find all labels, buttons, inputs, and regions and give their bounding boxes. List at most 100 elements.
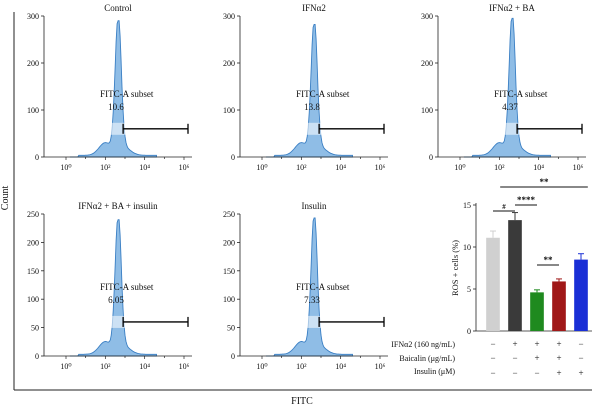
histogram-title: IFNα2 + BA + insulin [78, 201, 158, 211]
significance-label: ** [544, 255, 554, 265]
y-tick-label: 200 [421, 59, 433, 68]
histogram-panel-1: Control FITC-A subset 10.6 0 100 200 300 10⁰ 10²… [27, 3, 192, 172]
histogram-panel-2: IFNα2 FITC-A subset 13.8 0 100 200 300 10⁰ 10² 10… [223, 3, 388, 172]
histogram-title: IFNα2 [302, 3, 326, 13]
x-tick-label: 10⁴ [335, 362, 346, 371]
treatment-sign: − [490, 339, 495, 349]
x-tick-label: 10² [100, 362, 111, 371]
treatment-sign: + [534, 339, 539, 349]
y-tick-label: 100 [223, 295, 235, 304]
treatment-sign: − [534, 368, 539, 378]
y-tick-label: 100 [27, 295, 39, 304]
histogram-title: Insulin [301, 201, 327, 211]
gate-value: 6.05 [108, 295, 124, 305]
significance-label: **** [517, 195, 536, 205]
treatment-sign: − [512, 368, 517, 378]
treatment-sign: − [578, 339, 583, 349]
x-tick-label: 10² [100, 163, 111, 172]
y-tick-label: 200 [27, 59, 39, 68]
y-tick-label: 100 [223, 106, 235, 115]
x-tick-label: 10⁰ [454, 163, 465, 172]
histogram-panel-5: Insulin FITC-A subset 7.33 0 50 100 150 200 250 1… [223, 201, 388, 371]
y-tick-label: 0 [35, 153, 39, 162]
histogram-curve [463, 17, 551, 158]
x-tick-label: 10² [296, 362, 307, 371]
bar-y-tick-label: 10 [463, 243, 471, 252]
x-tick-label: 10⁶ [573, 163, 584, 172]
y-tick-label: 300 [27, 12, 39, 21]
bar-5 [574, 259, 588, 331]
bar-y-tick-label: 0 [467, 327, 471, 336]
gate-value: 10.6 [108, 102, 124, 112]
x-tick-label: 10⁴ [335, 163, 346, 172]
bar-1 [486, 237, 500, 331]
y-tick-label: 50 [227, 324, 235, 333]
significance-label: # [502, 203, 506, 211]
x-tick-label: 10⁰ [60, 362, 71, 371]
treatment-row-label: Baicalin (μg/mL) [399, 354, 455, 363]
x-tick-label: 10⁶ [375, 362, 386, 371]
y-tick-label: 200 [223, 238, 235, 247]
x-tick-label: 10² [494, 163, 505, 172]
histogram-title: IFNα2 + BA [489, 3, 535, 13]
treatment-row-label: IFNα2 (160 ng/mL) [391, 340, 455, 349]
y-tick-label: 100 [27, 106, 39, 115]
gate-label: FITC-A subset [100, 89, 154, 99]
treatment-sign: + [556, 368, 561, 378]
x-tick-label: 10² [296, 163, 307, 172]
x-tick-label: 10⁰ [256, 362, 267, 371]
bar-3 [530, 292, 544, 331]
x-tick-label: 10⁴ [533, 163, 544, 172]
gate-label: FITC-A subset [100, 282, 154, 292]
histogram-title: Control [104, 3, 132, 13]
significance-label: ** [540, 177, 550, 187]
x-tick-label: 10⁶ [375, 163, 386, 172]
histogram-curve [69, 219, 157, 357]
bar-4 [552, 281, 566, 331]
x-tick-label: 10⁴ [139, 362, 150, 371]
y-tick-label: 300 [223, 12, 235, 21]
treatment-sign: + [534, 353, 539, 363]
y-tick-label: 0 [35, 352, 39, 361]
x-tick-label: 10⁰ [60, 163, 71, 172]
global-y-label: Count [0, 186, 11, 211]
y-tick-label: 250 [27, 210, 39, 219]
histogram-panel-4: IFNα2 + BA + insulin FITC-A subset 6.05 0 50… [27, 201, 192, 371]
treatment-sign: − [490, 353, 495, 363]
gate-value: 13.8 [304, 102, 320, 112]
treatment-sign: − [578, 353, 583, 363]
gate-label: FITC-A subset [494, 89, 548, 99]
y-tick-label: 250 [223, 210, 235, 219]
bar-y-tick-label: 15 [463, 201, 471, 210]
treatment-sign: − [512, 353, 517, 363]
bar-2 [508, 220, 522, 331]
x-tick-label: 10⁰ [256, 163, 267, 172]
treatment-sign: + [578, 368, 583, 378]
y-tick-label: 100 [421, 106, 433, 115]
y-tick-label: 200 [27, 238, 39, 247]
y-tick-label: 0 [231, 153, 235, 162]
histogram-curve [265, 217, 353, 357]
y-tick-label: 150 [223, 267, 235, 276]
y-tick-label: 50 [31, 324, 39, 333]
x-tick-label: 10⁶ [179, 362, 190, 371]
treatment-sign: − [490, 368, 495, 378]
global-x-label: FITC [291, 396, 313, 407]
gate-label: FITC-A subset [296, 89, 350, 99]
x-tick-label: 10⁶ [179, 163, 190, 172]
y-tick-label: 200 [223, 59, 235, 68]
treatment-row-label: Insulin (μM) [414, 367, 455, 376]
treatment-sign: + [556, 339, 561, 349]
y-tick-label: 0 [231, 352, 235, 361]
histogram-panel-3: IFNα2 + BA FITC-A subset 4.37 0 100 200 300 10⁰… [421, 3, 586, 172]
y-tick-label: 150 [27, 267, 39, 276]
treatment-sign: + [512, 339, 517, 349]
y-tick-label: 0 [429, 153, 433, 162]
gate-value: 7.33 [304, 295, 320, 305]
x-tick-label: 10⁴ [139, 163, 150, 172]
bar-y-tick-label: 5 [467, 285, 471, 294]
treatment-sign: + [556, 353, 561, 363]
